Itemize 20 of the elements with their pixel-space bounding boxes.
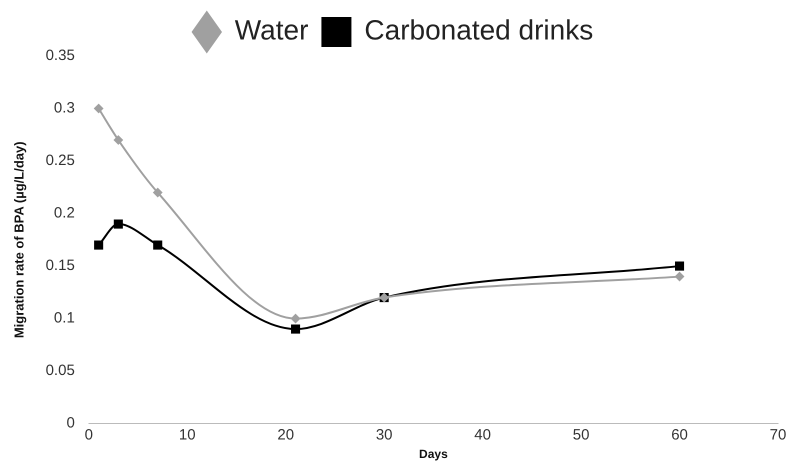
y-tick-label: 0.2 — [54, 204, 75, 222]
y-tick-label: 0.15 — [46, 257, 75, 274]
y-tick-label: 0.3 — [54, 100, 75, 117]
x-tick-label: 0 — [84, 426, 93, 444]
x-tick-label: 40 — [474, 426, 491, 444]
x-tick-label: 30 — [376, 426, 393, 444]
legend-label: Carbonated drinks — [364, 14, 594, 46]
x-tick-label: 60 — [671, 426, 688, 444]
y-tick-label: 0.25 — [46, 152, 75, 170]
y-tick-label: 0.05 — [46, 362, 75, 380]
legend-label: Water — [234, 14, 308, 46]
y-tick-label: 0.1 — [54, 310, 75, 327]
y-axis-title: Migration rate of BPA (µg/L/day) — [11, 141, 26, 338]
x-axis-title: Days — [419, 447, 448, 462]
y-tick-label: 0.35 — [46, 47, 75, 64]
x-tick-label: 20 — [277, 426, 294, 444]
x-tick-label: 10 — [178, 426, 196, 444]
y-tick-label: 0 — [66, 414, 75, 432]
x-tick-label: 50 — [572, 426, 590, 444]
x-tick-label: 70 — [770, 426, 786, 444]
